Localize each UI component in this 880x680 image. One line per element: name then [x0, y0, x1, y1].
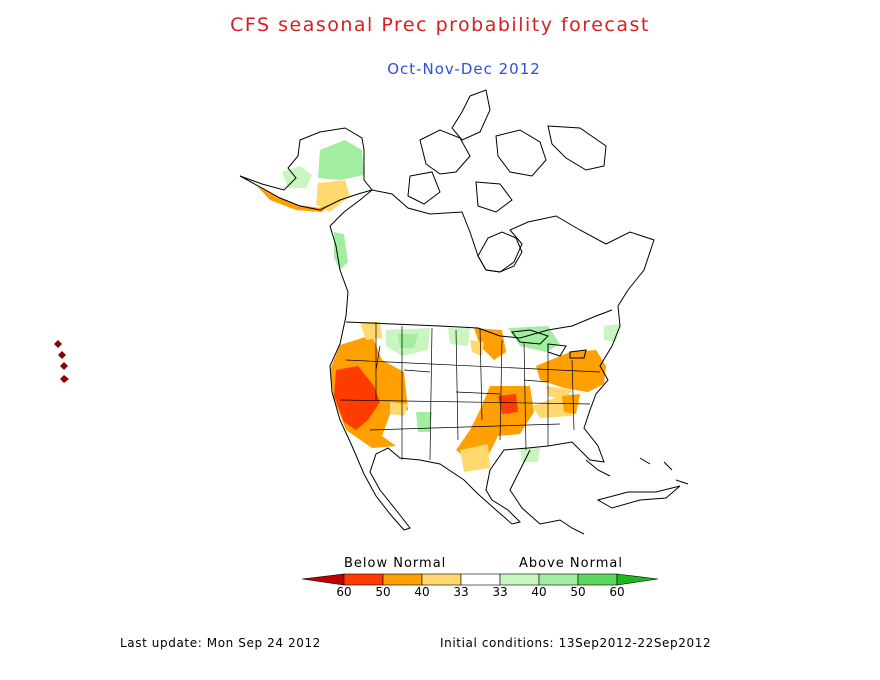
shade-nevada-light — [390, 402, 408, 416]
legend-arrow-left — [301, 573, 345, 586]
hudson-bay-outline — [477, 231, 523, 273]
legend-colorbar — [301, 573, 659, 586]
shade-montana-above-40 — [398, 334, 418, 348]
alaska-outline — [239, 127, 373, 211]
shade-upper-midwest-light — [470, 340, 484, 356]
shade-bc-coast-above — [334, 232, 348, 270]
shade-great-lakes-above — [508, 326, 560, 352]
legend-above-label: Above Normal — [519, 556, 623, 571]
arctic-island-baffin — [451, 89, 491, 141]
map-title: CFS seasonal Prec probability forecast — [230, 14, 650, 36]
legend-box-below-40 — [382, 573, 423, 586]
legend-box-above-33 — [499, 573, 540, 586]
legend-below-label: Below Normal — [344, 556, 447, 571]
mexico-gulf-coast — [509, 449, 585, 535]
map-subtitle: Oct-Nov-Dec 2012 — [387, 60, 541, 78]
shade-ohio-below — [536, 350, 606, 392]
shade-alaska-south-light — [316, 180, 350, 212]
legend-box-normal — [460, 573, 501, 586]
outline-layer — [239, 89, 689, 535]
shade-upper-midwest-below — [474, 328, 506, 360]
shade-alaska-peninsula — [256, 185, 330, 212]
state-lines — [339, 322, 601, 461]
arctic-island-east — [495, 129, 547, 177]
legend-tick: 33 — [453, 585, 468, 599]
legend-tick: 33 — [492, 585, 507, 599]
hawaii-island-3 — [60, 362, 68, 370]
shade-california-below-50 — [334, 366, 380, 430]
last-update-text: Last update: Mon Sep 24 2012 — [120, 636, 321, 650]
hawaii-islands — [54, 340, 69, 383]
legend-box-below-33 — [421, 573, 462, 586]
shade-west-light — [360, 322, 382, 340]
florida-keys — [585, 459, 611, 477]
bahamas — [639, 457, 689, 485]
arctic-island-ellesmere — [419, 129, 471, 175]
great-lakes — [511, 329, 587, 359]
shade-northeast-above — [604, 324, 620, 342]
arctic-island-small — [475, 181, 513, 213]
hawaii-island-2 — [58, 351, 66, 359]
us-canada-border — [345, 309, 613, 339]
arctic-island-victoria — [407, 171, 441, 205]
shade-texas-light — [460, 444, 490, 472]
north-america-coastline — [329, 189, 655, 531]
legend-tick: 40 — [531, 585, 546, 599]
shading-layer — [256, 140, 620, 472]
legend-ticks: 60 50 40 33 33 40 50 60 — [336, 585, 624, 599]
cuba-outline — [596, 485, 681, 509]
arctic-island-greenland-tip — [547, 125, 607, 171]
shade-plains-below-50 — [498, 394, 518, 414]
legend-tick: 50 — [375, 585, 390, 599]
legend-box-below-50 — [343, 573, 384, 586]
legend-arrow-right — [616, 573, 659, 586]
shade-gulf-above — [520, 448, 540, 462]
hawaii-island-1 — [54, 340, 62, 348]
shade-southwest-above — [416, 412, 432, 432]
legend-tick: 50 — [570, 585, 585, 599]
legend-tick: 40 — [414, 585, 429, 599]
legend-box-above-40 — [538, 573, 579, 586]
initial-conditions-text: Initial conditions: 13Sep2012-22Sep2012 — [440, 636, 712, 650]
shade-alaska-west-above — [282, 166, 312, 188]
legend-tick: 60 — [336, 585, 351, 599]
shade-alaska-north-above — [318, 140, 364, 180]
hawaii-island-4 — [60, 375, 69, 383]
legend-box-above-50 — [577, 573, 618, 586]
legend-tick: 60 — [609, 585, 624, 599]
shade-dakota-above — [448, 328, 470, 346]
